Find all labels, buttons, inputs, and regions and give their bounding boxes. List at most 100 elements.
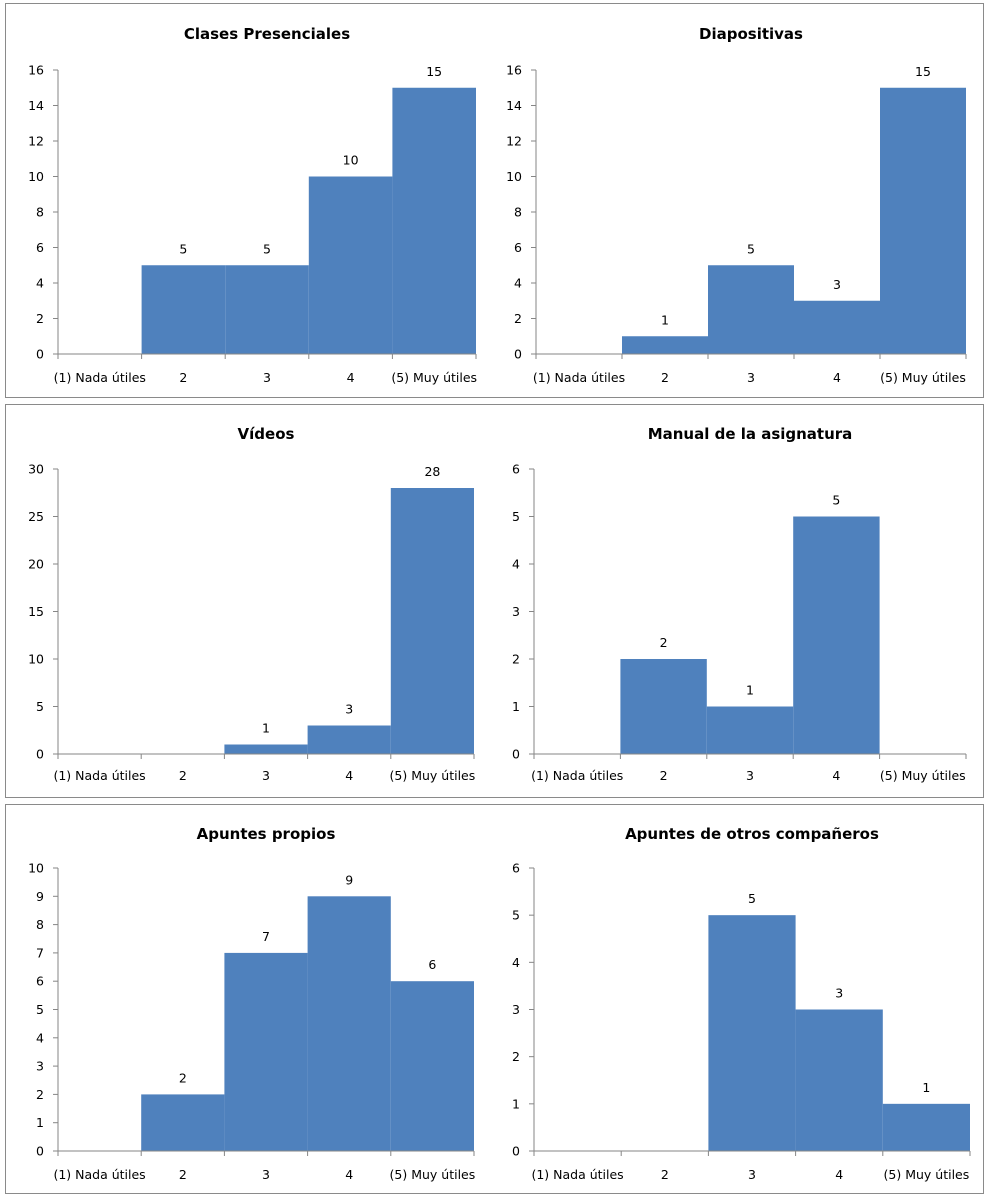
y-tick-label: 6 (36, 974, 44, 989)
x-category-label: 2 (661, 370, 669, 385)
y-tick-label: 8 (36, 917, 44, 932)
data-label: 3 (835, 986, 843, 1001)
bar-5 (390, 488, 474, 754)
bar-5 (882, 1103, 970, 1151)
x-category-label: (5) Muy útiles (390, 1167, 476, 1182)
y-tick-label: 0 (36, 747, 44, 762)
y-tick-label: 4 (36, 1030, 44, 1045)
data-label: 1 (922, 1080, 930, 1095)
y-tick-label: 0 (512, 1144, 520, 1159)
chart-title: Vídeos (238, 425, 295, 443)
y-tick-label: 5 (36, 699, 44, 714)
y-tick-label: 25 (28, 509, 44, 524)
data-label: 5 (747, 241, 755, 256)
y-tick-label: 15 (28, 604, 44, 619)
bar-4 (793, 516, 880, 754)
y-tick-label: 12 (506, 134, 522, 149)
data-label: 3 (833, 277, 841, 292)
bar-5 (880, 87, 966, 354)
y-tick-label: 3 (512, 1002, 520, 1017)
y-tick-label: 2 (512, 1049, 520, 1064)
x-category-label: 3 (746, 768, 754, 783)
y-tick-label: 6 (512, 861, 520, 876)
data-label: 15 (915, 64, 931, 79)
y-tick-label: 20 (28, 557, 44, 572)
data-label: 5 (832, 493, 840, 508)
y-tick-label: 0 (514, 347, 522, 362)
chart-title: Diapositivas (699, 25, 803, 43)
y-tick-label: 4 (36, 276, 44, 291)
y-tick-label: 4 (512, 955, 520, 970)
x-category-label: 4 (832, 768, 840, 783)
bar-5 (390, 981, 474, 1151)
y-tick-label: 1 (512, 699, 520, 714)
x-category-label: (1) Nada útiles (533, 370, 625, 385)
data-label: 6 (428, 957, 436, 972)
y-tick-label: 0 (512, 747, 520, 762)
x-category-label: 3 (262, 768, 270, 783)
y-tick-label: 4 (514, 276, 522, 291)
x-category-label: (5) Muy útiles (884, 1167, 970, 1182)
x-category-label: 3 (263, 370, 271, 385)
chart-1: Clases Presenciales 5 5 10 15 0 2 4 6 8 10 12 14 16 (1… (28, 25, 477, 385)
bar-5 (392, 87, 476, 354)
y-tick-label: 8 (36, 205, 44, 220)
bar-3 (225, 265, 309, 354)
y-tick-label: 8 (514, 205, 522, 220)
data-label: 5 (179, 241, 187, 256)
y-tick-label: 5 (36, 1002, 44, 1017)
data-label: 5 (748, 891, 756, 906)
bar-3 (224, 744, 308, 754)
x-category-label: (1) Nada útiles (53, 768, 145, 783)
chart-panel-row-3: Apuntes propios 2 7 9 6 0 1 2 3 4 5 6 7 8 9 10 (1) Nada … (5, 804, 984, 1194)
data-label: 3 (345, 702, 353, 717)
x-category-label: (5) Muy útiles (390, 768, 476, 783)
x-category-label: 2 (179, 1167, 187, 1182)
x-category-label: (5) Muy útiles (391, 370, 477, 385)
y-tick-label: 3 (512, 604, 520, 619)
x-category-label: 4 (833, 370, 841, 385)
x-category-label: 4 (835, 1167, 843, 1182)
data-label: 7 (262, 929, 270, 944)
y-tick-label: 14 (506, 98, 522, 113)
y-tick-label: 0 (36, 1144, 44, 1159)
bar-4 (308, 176, 393, 354)
x-category-label: 4 (347, 370, 355, 385)
chart-title: Apuntes de otros compañeros (625, 825, 879, 843)
chart-3: Vídeos 1 3 28 0 5 10 15 20 25 30 (1) Nada útiles 2 3 4… (28, 425, 475, 783)
chart-5: Apuntes propios 2 7 9 6 0 1 2 3 4 5 6 7 8 9 10 (1) Nada … (28, 825, 475, 1182)
y-tick-label: 6 (512, 462, 520, 477)
x-category-label: (1) Nada útiles (531, 1167, 623, 1182)
x-category-label: (1) Nada útiles (531, 768, 623, 783)
x-category-label: (1) Nada útiles (54, 370, 146, 385)
bar-4 (307, 725, 391, 754)
bar-2 (620, 659, 707, 754)
y-tick-label: 16 (28, 63, 44, 78)
bar-2 (141, 1094, 225, 1151)
data-label: 2 (179, 1070, 187, 1085)
x-category-label: 3 (262, 1167, 270, 1182)
x-category-label: 2 (661, 1167, 669, 1182)
data-label: 15 (426, 64, 442, 79)
x-category-label: 2 (660, 768, 668, 783)
chart-title: Clases Presenciales (184, 25, 350, 43)
y-tick-label: 2 (514, 311, 522, 326)
x-category-label: 2 (179, 370, 187, 385)
bar-3 (708, 915, 796, 1151)
x-category-label: 3 (748, 1167, 756, 1182)
y-tick-label: 2 (512, 652, 520, 667)
x-category-label: (5) Muy útiles (880, 768, 966, 783)
chart-panel-row-1: Clases Presenciales 5 5 10 15 0 2 4 6 8 10 12 14 16 (1… (5, 3, 984, 398)
y-tick-label: 1 (36, 1115, 44, 1130)
y-tick-label: 12 (28, 134, 44, 149)
x-category-label: (1) Nada útiles (53, 1167, 145, 1182)
bar-3 (708, 265, 794, 354)
chart-panel-row-2: Vídeos 1 3 28 0 5 10 15 20 25 30 (1) Nada útiles 2 3 4… (5, 404, 984, 798)
y-tick-label: 30 (28, 462, 44, 477)
bar-2 (622, 336, 708, 354)
bar-3 (224, 952, 308, 1151)
